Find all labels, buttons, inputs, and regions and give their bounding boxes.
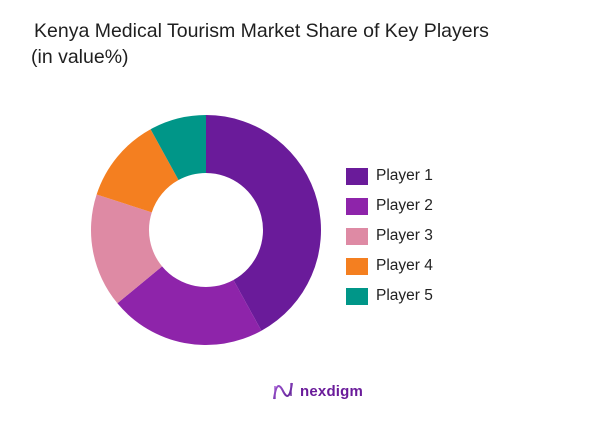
legend-label: Player 4 [376,257,433,274]
donut-slice-5 [150,115,206,181]
legend-swatch [346,197,368,215]
legend-swatch [346,227,368,245]
legend-label: Player 3 [376,227,433,244]
legend-label: Player 2 [376,197,433,214]
donut-slice-1 [206,115,321,331]
brand-logo: nexdigm [272,380,363,402]
brand-name: nexdigm [300,382,364,400]
legend-swatch [346,287,368,305]
chart-title-line1: Kenya Medical Tourism Market Share of Ke… [34,20,489,42]
donut-slice-3 [91,194,163,304]
donut-slice-4 [96,129,179,213]
legend-label: Player 1 [376,167,433,184]
legend-item-player-3: Player 3 [346,221,433,251]
legend-item-player-4: Player 4 [346,251,433,281]
chart-legend: Player 1 Player 2 Player 3 Player 4 Player 5 [346,161,433,311]
legend-item-player-5: Player 5 [346,281,433,311]
legend-label: Player 5 [376,287,433,304]
chart-title: Kenya Medical Tourism Market Share of Ke… [31,18,489,70]
legend-swatch [346,167,368,185]
nexdigm-logo-icon [273,382,293,400]
chart-title-line2: (in value%) [31,46,129,68]
legend-swatch [346,257,368,275]
legend-item-player-1: Player 1 [346,161,433,191]
donut-slice-2 [117,266,262,345]
legend-item-player-2: Player 2 [346,191,433,221]
